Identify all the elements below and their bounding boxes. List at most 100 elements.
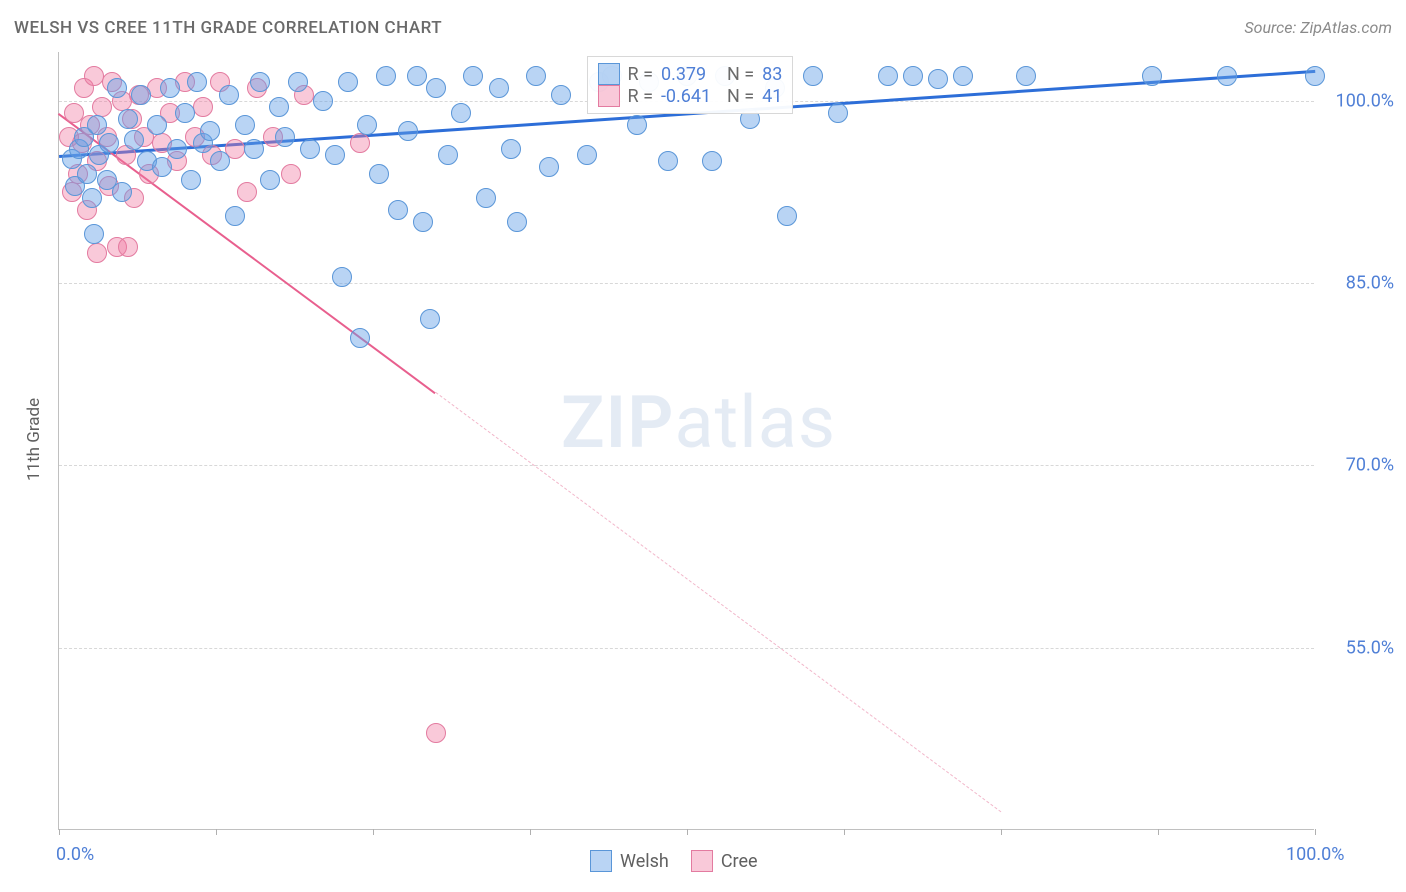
welsh-point: [903, 66, 923, 86]
stats-row-welsh: R = 0.379 N = 83: [598, 63, 783, 85]
stats-swatch-welsh: [598, 63, 620, 85]
welsh-point: [77, 164, 97, 184]
welsh-point: [87, 115, 107, 135]
welsh-point: [244, 139, 264, 159]
welsh-point: [82, 188, 102, 208]
welsh-point: [175, 103, 195, 123]
gridline: [59, 465, 1314, 466]
welsh-point: [269, 97, 289, 117]
y-axis-title: 11th Grade: [24, 398, 44, 481]
welsh-point: [107, 78, 127, 98]
welsh-point: [407, 66, 427, 86]
welsh-point: [777, 206, 797, 226]
N-label: N =: [727, 64, 754, 85]
x-tick: [1158, 829, 1159, 835]
welsh-point: [210, 151, 230, 171]
welsh-point: [878, 66, 898, 86]
welsh-point: [131, 85, 151, 105]
welsh-point: [451, 103, 471, 123]
welsh-point: [235, 115, 255, 135]
legend-swatch-cree: [691, 850, 713, 872]
welsh-point: [438, 145, 458, 165]
welsh-point: [357, 115, 377, 135]
x-axis-max-label: 100.0%: [1286, 844, 1344, 865]
watermark-strong: ZIP: [561, 380, 674, 465]
welsh-point: [147, 115, 167, 135]
N-value: 83: [762, 64, 782, 85]
x-tick: [530, 829, 531, 835]
y-tick-label: 70.0%: [1324, 455, 1394, 476]
welsh-point: [702, 151, 722, 171]
welsh-point: [288, 72, 308, 92]
welsh-point: [1016, 66, 1036, 86]
welsh-point: [260, 170, 280, 190]
welsh-point: [577, 145, 597, 165]
welsh-point: [507, 212, 527, 232]
legend-label-welsh: Welsh: [620, 851, 669, 872]
chart-title: WELSH VS CREE 11TH GRADE CORRELATION CHA…: [14, 18, 442, 38]
cree-point: [193, 97, 213, 117]
cree-point: [426, 723, 446, 743]
welsh-point: [225, 206, 245, 226]
welsh-point: [325, 145, 345, 165]
legend-label-cree: Cree: [721, 851, 758, 872]
x-axis-min-label: 0.0%: [56, 844, 94, 865]
x-tick: [216, 829, 217, 835]
legend-item-cree: Cree: [691, 850, 758, 872]
welsh-point: [167, 139, 187, 159]
y-tick-label: 55.0%: [1324, 637, 1394, 658]
welsh-point: [1217, 66, 1237, 86]
welsh-point: [627, 115, 647, 135]
watermark: ZIPatlas: [561, 380, 836, 465]
x-tick: [687, 829, 688, 835]
welsh-point: [338, 72, 358, 92]
x-tick: [373, 829, 374, 835]
welsh-point: [200, 121, 220, 141]
y-tick-label: 100.0%: [1324, 90, 1394, 111]
welsh-point: [413, 212, 433, 232]
welsh-point: [501, 139, 521, 159]
welsh-point: [489, 78, 509, 98]
x-tick: [1315, 829, 1316, 835]
x-tick: [59, 829, 60, 835]
welsh-point: [275, 127, 295, 147]
watermark-light: atlas: [674, 380, 836, 465]
welsh-point: [181, 170, 201, 190]
welsh-point: [350, 328, 370, 348]
welsh-point: [84, 224, 104, 244]
x-tick: [1001, 829, 1002, 835]
N-label: N =: [727, 86, 754, 107]
gridline: [59, 648, 1314, 649]
cree-point: [87, 243, 107, 263]
bottom-legend: Welsh Cree: [590, 850, 758, 872]
welsh-point: [658, 151, 678, 171]
R-label: R =: [628, 64, 653, 85]
welsh-point: [953, 66, 973, 86]
cree-point: [237, 182, 257, 202]
cree-point: [281, 164, 301, 184]
welsh-point: [376, 66, 396, 86]
welsh-point: [1305, 66, 1325, 86]
R-value: 0.379: [661, 64, 719, 85]
legend-item-welsh: Welsh: [590, 850, 669, 872]
stats-swatch-cree: [598, 85, 620, 107]
welsh-point: [539, 157, 559, 177]
cree-point: [350, 133, 370, 153]
welsh-point: [187, 72, 207, 92]
welsh-point: [426, 78, 446, 98]
source-attribution: Source: ZipAtlas.com: [1244, 18, 1392, 37]
welsh-point: [828, 103, 848, 123]
R-value: -0.641: [661, 86, 719, 107]
welsh-point: [300, 139, 320, 159]
welsh-point: [1142, 66, 1162, 86]
welsh-point: [152, 157, 172, 177]
welsh-point: [219, 85, 239, 105]
gridline: [59, 283, 1314, 284]
y-tick-label: 85.0%: [1324, 272, 1394, 293]
welsh-point: [398, 121, 418, 141]
cree-point: [118, 237, 138, 257]
welsh-point: [476, 188, 496, 208]
welsh-point: [99, 133, 119, 153]
stats-legend: R =0.379N =83R =-0.641N =41: [587, 56, 794, 114]
trend-line: [435, 392, 1001, 812]
